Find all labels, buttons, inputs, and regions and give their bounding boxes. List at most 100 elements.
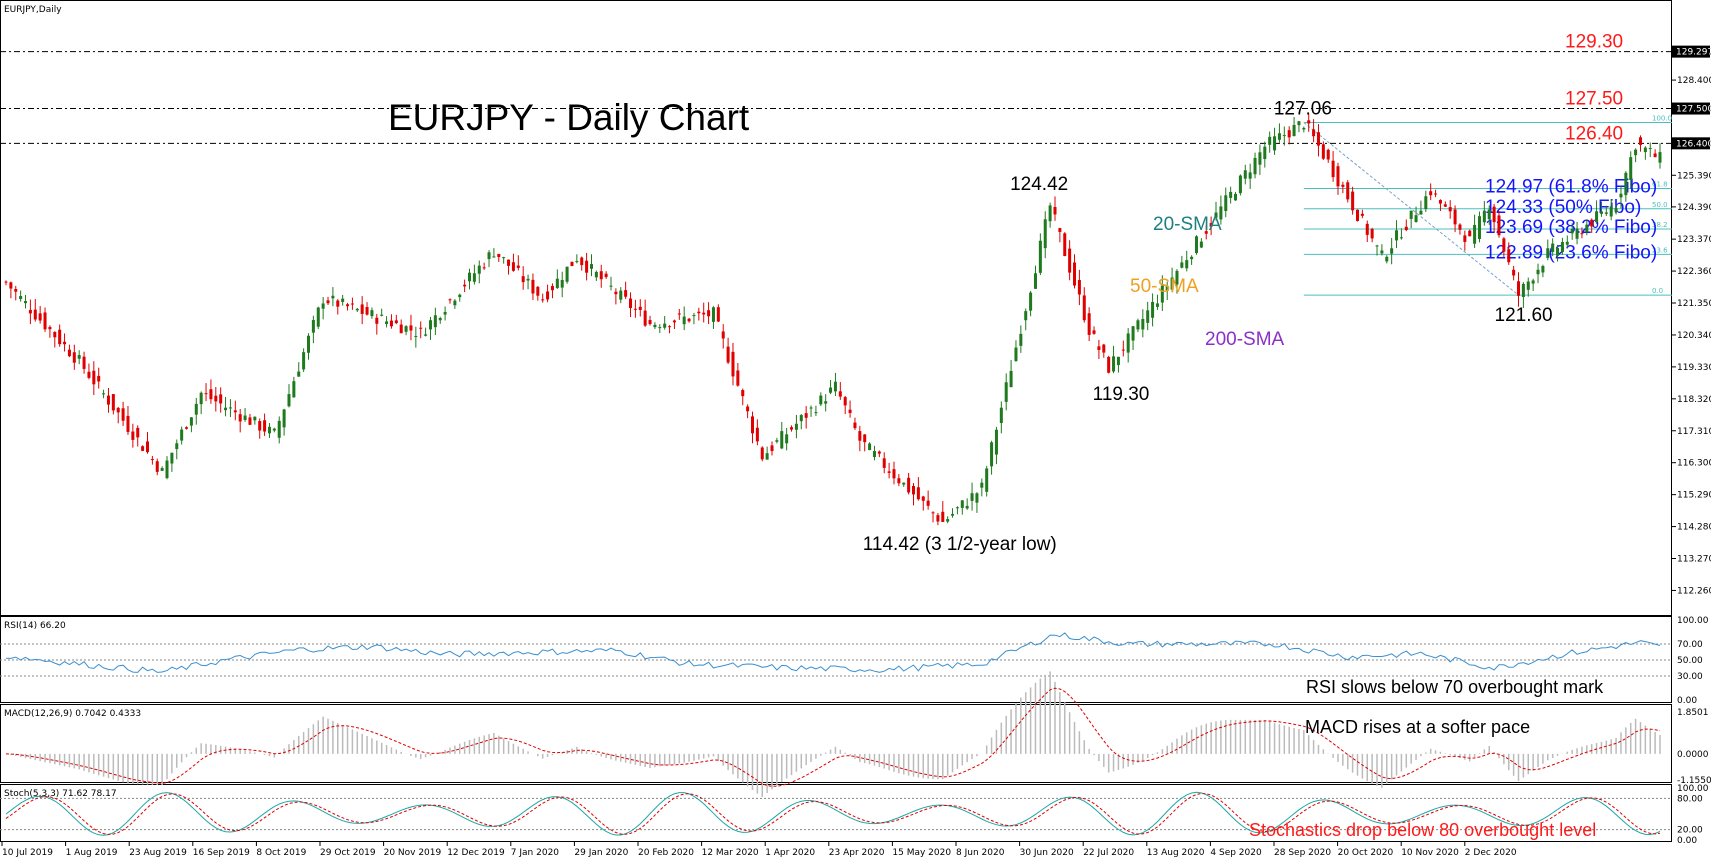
date-label: 29 Jan 2020 xyxy=(574,848,628,858)
candle-body xyxy=(131,431,135,440)
candle-body xyxy=(1331,160,1335,178)
candle-body xyxy=(175,443,179,450)
candle-body xyxy=(1014,347,1018,362)
candle-body xyxy=(799,415,803,422)
key-level-label: 129.30 xyxy=(1565,32,1623,53)
key-level-tag xyxy=(1672,45,1710,58)
candle-body xyxy=(238,414,242,422)
candle-body xyxy=(72,352,76,363)
date-label: 8 Jun 2020 xyxy=(956,848,1005,858)
candle-body xyxy=(477,265,481,274)
candle-body xyxy=(321,303,325,309)
price-tick-label: 121.350 xyxy=(1677,299,1711,309)
sma20-label: 20-SMA xyxy=(1153,214,1222,235)
candle-body xyxy=(697,311,701,314)
candle-body xyxy=(1614,208,1618,213)
candle-body xyxy=(1404,226,1408,231)
candle-body xyxy=(292,381,296,398)
candle-body xyxy=(33,309,37,320)
candle-body xyxy=(438,318,442,321)
candle-body xyxy=(643,310,647,326)
candle-body xyxy=(116,407,120,413)
main-panel-frame xyxy=(0,0,1672,616)
candle-body xyxy=(1365,223,1369,235)
candle-body xyxy=(1131,326,1135,341)
candle-body xyxy=(907,477,911,493)
date-label: 29 Oct 2019 xyxy=(320,848,376,858)
candle-body xyxy=(653,324,657,328)
candle-body xyxy=(1380,250,1384,254)
candle-body xyxy=(746,406,750,412)
candle-body xyxy=(443,311,447,315)
date-label: 12 Dec 2019 xyxy=(447,848,505,858)
candle-body xyxy=(677,313,681,315)
candle-body xyxy=(136,427,140,438)
candle-body xyxy=(1092,330,1096,334)
candle-body xyxy=(604,273,608,278)
candle-body xyxy=(258,421,262,431)
candle-body xyxy=(1190,256,1194,260)
candle-body xyxy=(1512,269,1516,276)
stoch-panel-frame xyxy=(0,784,1672,842)
candle-body xyxy=(1570,228,1574,234)
candle-body xyxy=(1273,136,1277,151)
candle-body xyxy=(448,299,452,301)
candle-body xyxy=(63,341,67,345)
candle-body xyxy=(1360,213,1364,216)
candle-body xyxy=(1409,210,1413,219)
date-label: 22 Jul 2020 xyxy=(1083,848,1134,858)
key-level-tag xyxy=(1672,102,1710,115)
candle-body xyxy=(1443,204,1447,207)
rsi-indicator: 100.00 70.00 50.00 30.00 0.00 xyxy=(0,616,1709,706)
candle-body xyxy=(1219,206,1223,220)
candle-body xyxy=(1155,303,1159,307)
candle-body xyxy=(1297,121,1301,126)
candle-body xyxy=(97,375,101,382)
candle-body xyxy=(126,415,130,432)
price-annotation: 121.60 xyxy=(1495,305,1553,326)
candle-body xyxy=(1346,182,1350,200)
candle-body xyxy=(580,257,584,266)
candle-body xyxy=(1214,212,1218,218)
candle-body xyxy=(1468,230,1472,237)
candle-body xyxy=(38,313,42,321)
date-axis: 10 Jul 2019 1 Aug 2019 23 Aug 2019 16 Sep 2… xyxy=(1,842,1517,858)
candle-body xyxy=(1102,344,1106,353)
candle-body xyxy=(48,327,52,330)
candle-body xyxy=(629,298,633,309)
candle-body xyxy=(960,500,964,508)
candle-body xyxy=(14,288,18,292)
candle-body xyxy=(380,314,384,316)
candle-body xyxy=(721,331,725,339)
date-label: 13 Aug 2020 xyxy=(1147,848,1205,858)
candle-body xyxy=(638,306,642,310)
candle-body xyxy=(453,300,457,306)
candle-body xyxy=(902,482,906,485)
candle-body xyxy=(750,416,755,434)
candle-body xyxy=(804,413,808,418)
price-tick-label: 128.400 xyxy=(1677,76,1711,86)
candle-body xyxy=(1312,129,1316,137)
chart-title: EURJPY - Daily Chart xyxy=(388,97,750,138)
date-label: 1 Aug 2019 xyxy=(66,848,118,858)
candle-body xyxy=(263,420,267,432)
candle-body xyxy=(224,407,228,411)
date-label: 7 Jan 2020 xyxy=(511,848,559,858)
candle-body xyxy=(1336,166,1340,187)
date-label: 20 Feb 2020 xyxy=(638,848,694,858)
date-label: 8 Oct 2019 xyxy=(256,848,306,858)
candle-body xyxy=(155,461,159,472)
candle-body xyxy=(833,381,837,392)
candle-body xyxy=(1487,209,1491,220)
candle-body xyxy=(999,407,1003,424)
candle-body xyxy=(1414,215,1418,223)
candle-body xyxy=(1453,209,1457,225)
candle-body xyxy=(316,307,320,327)
price-tick-label: 113.270 xyxy=(1677,555,1711,565)
candle-body xyxy=(297,371,301,377)
candle-body xyxy=(955,507,959,509)
candle-body xyxy=(414,336,418,338)
candle-body xyxy=(1536,269,1540,275)
candle-body xyxy=(731,351,735,377)
candle-body xyxy=(931,512,935,514)
